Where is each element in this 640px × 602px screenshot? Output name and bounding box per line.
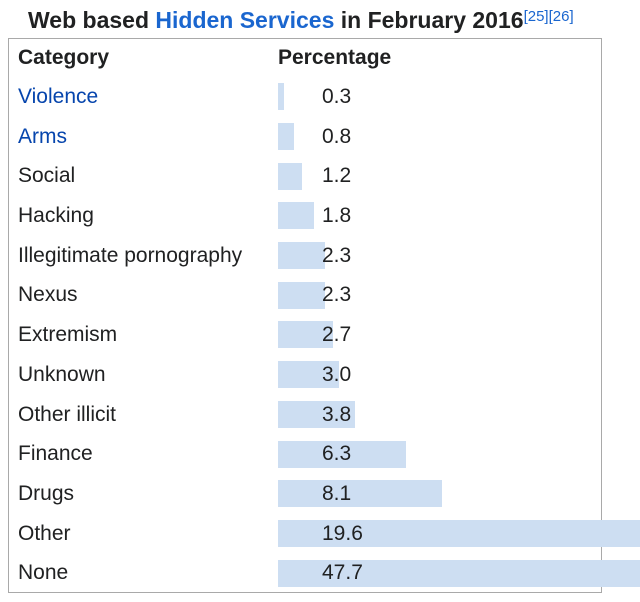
percentage-bar [278,122,294,150]
category-label: Drugs [18,481,75,505]
percentage-bar [278,281,325,309]
percentage-bar [278,162,302,190]
table-row: Unknown 3.0 [0,355,640,395]
category-label[interactable]: Violence [18,85,99,108]
table-row: Violence 0.3 [0,77,640,117]
percentage-bar [278,361,339,389]
percentage-value: 0.8 [322,124,352,148]
percentage-value: 3.0 [322,362,352,386]
percentage-value: 47.7 [322,561,363,585]
percentage-value: 1.2 [322,164,352,188]
percentage-value: 0.3 [322,85,352,108]
percentage-bar [278,242,325,270]
hidden-services-link[interactable]: Hidden Services [155,7,335,33]
percentage-value: 19.6 [322,521,363,545]
table-row: Drugs 8.1 [0,474,640,514]
category-label: Other illicit [18,402,117,426]
table-row: Other illicit 3.8 [0,395,640,435]
table-row: Hacking 1.8 [0,196,640,236]
category-label: Finance [18,442,93,466]
percentage-value: 2.7 [322,323,352,347]
percentage-bar [278,519,640,547]
table-row: None 47.7 [0,553,640,593]
category-column-header: Category [18,46,110,69]
percentage-bar [278,202,314,230]
table-row: Other 19.6 [0,514,640,554]
table-row: Illegitimate pornography 2.3 [0,236,640,276]
table-row: Arms 0.8 [0,117,640,157]
citation-ref-26[interactable]: [26] [548,8,574,25]
table-row: Extremism 2.7 [0,315,640,355]
percentage-bar [278,559,640,587]
table-row: Finance 6.3 [0,434,640,474]
table-row: Nexus 2.3 [0,275,640,315]
category-label: Unknown [18,362,106,386]
percentage-value: 6.3 [322,442,352,466]
table-header-row: Category Percentage [0,38,640,77]
chart-title: Web based Hidden Services in February 20… [28,0,574,38]
percentage-bar [278,480,442,508]
category-label: Other [18,521,71,545]
category-label[interactable]: Arms [18,124,67,148]
percentage-bar [278,400,355,428]
category-label: None [18,561,69,585]
category-label: Nexus [18,283,78,307]
percentage-column-header: Percentage [278,46,392,69]
table-row: Social 1.2 [0,156,640,196]
percentage-value: 3.8 [322,402,352,426]
citation-ref-25[interactable]: [25] [523,8,549,25]
percentage-value: 1.8 [322,204,352,228]
category-label: Extremism [18,323,118,347]
category-label: Social [18,164,76,188]
title-suffix: in February 2016 [334,7,524,33]
category-label: Illegitimate pornography [18,243,243,267]
percentage-bar [278,440,406,468]
percentage-value: 8.1 [322,481,352,505]
category-label: Hacking [18,204,94,228]
percentage-bar [278,321,333,349]
percentage-value: 2.3 [322,283,352,307]
percentage-bar [278,83,284,111]
percentage-value: 2.3 [322,243,352,267]
title-prefix: Web based [28,7,156,33]
